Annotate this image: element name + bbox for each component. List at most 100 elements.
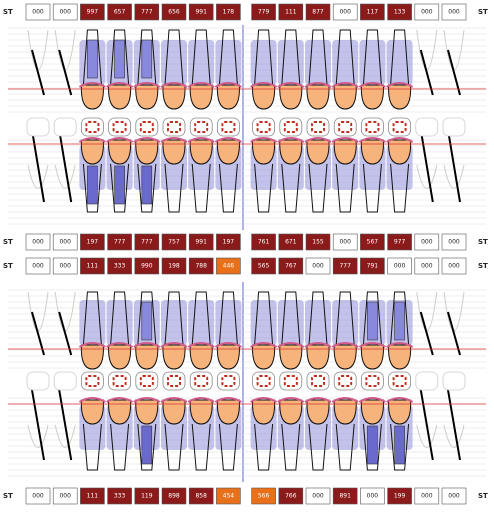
pocket-box [25, 257, 51, 275]
occlusal [388, 371, 412, 391]
occlusal [415, 371, 439, 391]
occlusal [81, 371, 104, 391]
occlusal [442, 371, 466, 391]
gingiva [214, 342, 242, 348]
row-label: ST [3, 492, 13, 500]
tooth-root [335, 29, 355, 86]
tooth-root [110, 163, 130, 213]
crown [162, 344, 186, 370]
tooth-root [218, 423, 238, 471]
pocket-value: 000 [59, 263, 71, 270]
tooth-root [191, 291, 211, 346]
pocket-box [107, 3, 132, 21]
pocket-box [216, 257, 241, 275]
crown [279, 84, 303, 110]
pocket-value: 000 [448, 239, 460, 246]
pocket-box [134, 257, 160, 275]
implant [87, 165, 98, 205]
missing-tooth [54, 291, 76, 332]
crown [189, 84, 213, 110]
pocket-box [360, 233, 385, 251]
extraction-mark [419, 311, 434, 356]
pocket-value: 898 [168, 493, 180, 500]
occlusal [216, 117, 240, 137]
implant [114, 165, 125, 205]
tooth-root [110, 291, 130, 346]
tooth-root [218, 29, 238, 86]
crown [108, 84, 132, 110]
extraction-mark [58, 389, 73, 461]
pocket-box [80, 233, 105, 251]
pocket-value: 991 [195, 239, 207, 246]
pocket-box [52, 487, 78, 505]
extraction-mark [58, 49, 73, 96]
pocket-value: 454 [223, 493, 235, 500]
missing-tooth [54, 164, 76, 189]
gingiva [78, 82, 106, 88]
occlusal [135, 117, 159, 137]
crown [252, 84, 276, 110]
gingiva [250, 82, 278, 88]
bone-loss [215, 300, 242, 345]
pocket-value: 788 [195, 263, 207, 270]
pocket-box [188, 487, 214, 505]
pocket-value: 791 [367, 263, 379, 270]
pocket-box [387, 3, 412, 21]
extraction-mark [419, 389, 434, 461]
pocket-box [441, 233, 467, 251]
crown [279, 139, 303, 165]
pocket-box [216, 487, 241, 505]
missing-tooth [416, 164, 438, 189]
crown [360, 344, 384, 370]
crown [162, 139, 186, 165]
pocket-value: 656 [168, 9, 180, 16]
gingiva [250, 137, 278, 143]
bone-loss [386, 40, 413, 85]
tooth-root [218, 163, 238, 213]
crown [252, 139, 276, 165]
gingiva [331, 397, 359, 403]
pocket-value: 000 [448, 263, 460, 270]
pocket-value: 997 [87, 9, 99, 16]
crown [162, 84, 186, 110]
crown [135, 139, 159, 165]
pocket-box [161, 487, 187, 505]
tooth-root [82, 423, 102, 471]
pocket-box [387, 257, 412, 275]
crown [189, 344, 213, 370]
pocket-value: 117 [367, 9, 379, 16]
gingiva [386, 137, 414, 143]
pocket-value: 155 [312, 239, 324, 246]
tooth-root [191, 163, 211, 213]
extraction-mark [447, 389, 461, 461]
pocket-value: 779 [258, 9, 270, 16]
crown [252, 399, 276, 425]
pocket-value: 777 [339, 263, 351, 270]
tooth-root [390, 29, 410, 86]
pocket-box [161, 233, 187, 251]
crown [306, 139, 330, 165]
occlusal [135, 371, 159, 391]
tooth-root [308, 291, 328, 346]
implant [394, 425, 405, 465]
pocket-box [52, 3, 78, 21]
pocket-box [414, 233, 440, 251]
occlusal [252, 117, 276, 137]
gingiva [304, 397, 332, 403]
tooth-root [137, 29, 157, 86]
tooth-root [82, 291, 102, 346]
pocket-box [25, 3, 51, 21]
gingiva [277, 397, 305, 403]
pocket-box [414, 487, 440, 505]
pocket-box [305, 257, 331, 275]
pocket-box [360, 3, 385, 21]
crown [360, 84, 384, 110]
gingiva [160, 342, 188, 348]
pocket-box [278, 487, 304, 505]
crown [333, 344, 357, 370]
crown [108, 344, 132, 370]
crown [388, 139, 412, 165]
crown [333, 399, 357, 425]
pocket-box [441, 3, 467, 21]
occlusal [108, 117, 131, 137]
